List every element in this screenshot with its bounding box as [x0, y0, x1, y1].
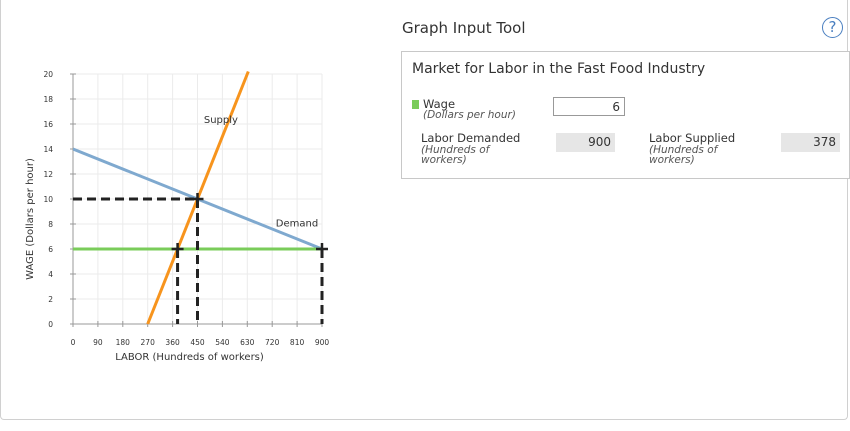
y-tick-label: 6	[48, 245, 53, 254]
y-tick-label: 2	[48, 295, 53, 304]
x-tick-label: 450	[190, 338, 205, 347]
wage-input[interactable]	[553, 97, 625, 116]
x-tick-label: 360	[165, 338, 180, 347]
x-tick-label: 720	[265, 338, 280, 347]
y-tick-label: 10	[43, 195, 53, 204]
wage-label: Wage	[423, 97, 456, 111]
help-icon[interactable]: ?	[822, 17, 843, 38]
y-tick-label: 12	[43, 170, 53, 179]
y-tick-label: 14	[43, 145, 53, 154]
x-tick-label: 630	[240, 338, 255, 347]
y-tick-label: 0	[48, 320, 53, 329]
labor-demanded-units-2: workers)	[421, 154, 467, 166]
labor-supplied-units-2: workers)	[649, 154, 695, 166]
demand-label: Demand	[276, 219, 318, 230]
x-tick-label: 540	[215, 338, 230, 347]
y-tick-label: 20	[43, 70, 53, 79]
labor-market-chart[interactable]: 0 2 4 6 8 10 12 14 16 18 20 0 90 180 270 360 450 540 630 72…	[0, 0, 390, 420]
y-tick-label: 4	[48, 270, 53, 279]
input-panel: Market for Labor in the Fast Food Indust…	[401, 51, 850, 179]
labor-supplied-value: 378	[781, 133, 840, 152]
y-axis-title: WAGE (Dollars per hour)	[25, 158, 36, 280]
labor-supplied-label: Labor Supplied	[649, 131, 736, 145]
x-tick-label: 90	[93, 338, 103, 347]
x-tick-label: 270	[141, 338, 156, 347]
y-tick-label: 16	[43, 120, 53, 129]
x-tick-label: 0	[71, 338, 76, 347]
supply-label: Supply	[204, 115, 238, 126]
y-tick-label: 18	[43, 95, 53, 104]
panel-title: Market for Labor in the Fast Food Indust…	[412, 61, 706, 77]
tool-title: Graph Input Tool	[402, 19, 526, 37]
wage-color-swatch	[412, 100, 419, 109]
labor-demanded-label: Labor Demanded	[421, 131, 521, 145]
tool-frame	[0, 0, 848, 420]
wage-units: (Dollars per hour)	[423, 109, 516, 121]
x-tick-label: 180	[116, 338, 131, 347]
y-tick-label: 8	[48, 220, 53, 229]
x-tick-label: 900	[315, 338, 330, 347]
labor-demanded-units-1: (Hundreds of	[421, 144, 490, 156]
x-tick-label: 810	[290, 338, 305, 347]
labor-demanded-value: 900	[556, 133, 615, 152]
labor-supplied-units-1: (Hundreds of	[649, 144, 718, 156]
x-axis-title: LABOR (Hundreds of workers)	[115, 352, 264, 363]
